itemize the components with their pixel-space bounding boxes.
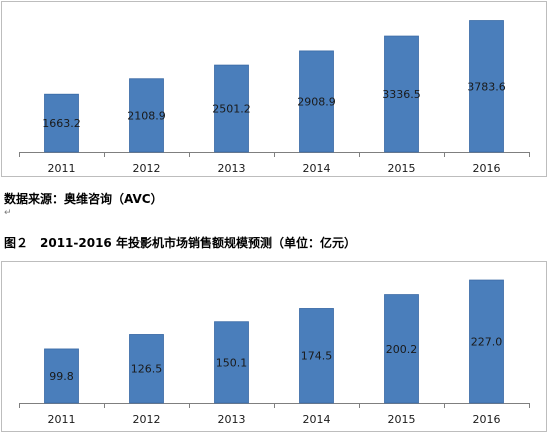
data-label: 2501.2 <box>212 103 251 116</box>
bar <box>214 64 249 153</box>
bar <box>129 78 164 153</box>
x-tick-label: 2014 <box>303 413 331 426</box>
data-label: 126.5 <box>131 363 163 376</box>
x-tick-label: 2011 <box>48 413 76 426</box>
chart-units-forecast: 1663.2 2011 2108.9 2012 2501.2 2013 2908.9 2014… <box>1 1 547 177</box>
x-tick-label: 2015 <box>388 413 416 426</box>
data-label: 3336.5 <box>382 88 421 101</box>
paragraph-mark: ↵ <box>4 208 12 218</box>
x-tick-label: 2016 <box>473 162 501 175</box>
bar <box>384 294 419 404</box>
data-label: 1663.2 <box>42 117 81 130</box>
data-label: 150.1 <box>216 356 248 369</box>
bar <box>44 348 79 404</box>
bar <box>44 93 79 153</box>
x-tick-label: 2012 <box>133 162 161 175</box>
bar <box>129 334 164 404</box>
bar <box>384 35 419 153</box>
chart-sales-forecast: 99.8 2011 126.5 2012 150.1 2013 174.5 2014 200.2… <box>1 261 547 432</box>
data-label: 2908.9 <box>297 95 336 108</box>
x-tick-label: 2013 <box>218 413 246 426</box>
data-label: 200.2 <box>386 343 418 356</box>
x-tick-label: 2011 <box>48 162 76 175</box>
bar <box>299 50 334 153</box>
x-tick-label: 2016 <box>473 413 501 426</box>
figure-caption: 图２ 2011-2016 年投影机市场销售额规模预测（单位：亿元） <box>4 236 356 250</box>
data-label: 2108.9 <box>127 109 166 122</box>
data-label: 174.5 <box>301 350 333 363</box>
x-tick-label: 2013 <box>218 162 246 175</box>
data-label: 227.0 <box>471 336 503 349</box>
data-label: 99.8 <box>49 370 74 383</box>
data-label: 3783.6 <box>467 80 506 93</box>
bar <box>299 308 334 404</box>
bar <box>469 20 504 153</box>
bar <box>469 279 504 404</box>
bar-chart-svg: 1663.2 2011 2108.9 2012 2501.2 2013 2908.9 2014… <box>19 20 530 175</box>
x-tick-label: 2014 <box>303 162 331 175</box>
x-tick-label: 2012 <box>133 413 161 426</box>
source-note: 数据来源：奥维咨询（AVC） <box>4 192 163 206</box>
bar <box>214 321 249 404</box>
bar-chart-svg: 99.8 2011 126.5 2012 150.1 2013 174.5 2014 200.2… <box>19 279 530 426</box>
x-tick-label: 2015 <box>388 162 416 175</box>
